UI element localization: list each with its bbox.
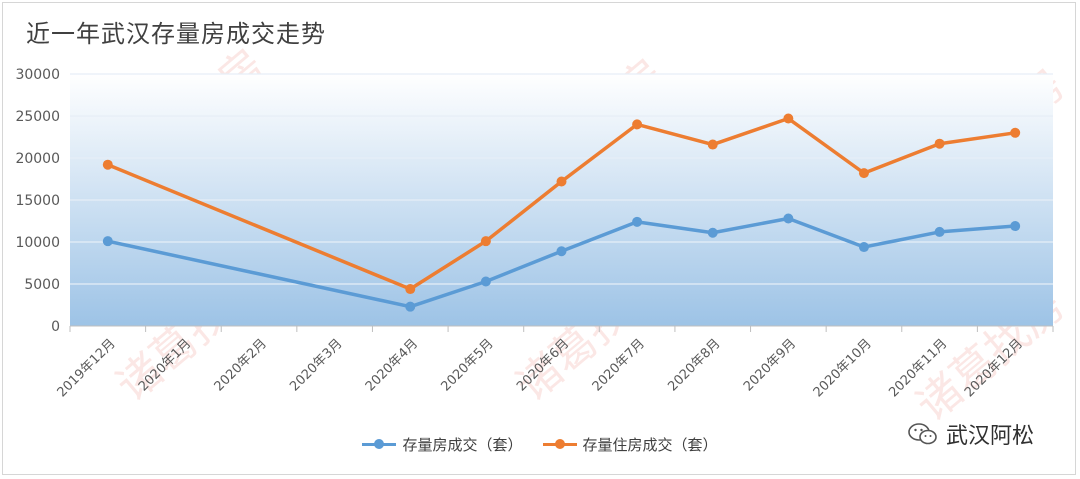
data-point-series-2	[934, 138, 945, 149]
data-point-series-2	[480, 236, 491, 247]
legend-label-series-2: 存量住房成交（套）	[582, 436, 718, 454]
x-tick-label: 2019年12月	[55, 336, 119, 400]
legend-label-series-1: 存量房成交（套）	[402, 436, 523, 454]
y-tick-label: 5000	[24, 277, 60, 293]
data-point-series-2	[556, 176, 567, 187]
x-tick-label: 2020年9月	[741, 336, 799, 394]
x-tick-label: 2020年3月	[287, 336, 345, 394]
y-tick-label: 25000	[15, 109, 60, 125]
series-line-1	[106, 216, 1017, 309]
y-tick-label: 0	[51, 319, 60, 335]
data-point-series-1	[556, 246, 567, 257]
data-point-series-2	[1010, 127, 1021, 138]
brand-name: 武汉阿松	[946, 424, 1035, 449]
x-tick-label: 2020年8月	[665, 336, 723, 394]
data-point-series-2	[405, 284, 416, 295]
data-point-series-1	[707, 227, 718, 238]
data-point-series-2	[783, 113, 794, 124]
data-point-series-1	[1010, 221, 1021, 232]
data-point-series-1	[480, 276, 491, 287]
x-tick-label: 2020年5月	[438, 336, 496, 394]
legend: 存量房成交（套） 存量住房成交（套）	[0, 434, 1080, 455]
wechat-icon	[908, 422, 938, 446]
chart-title: 近一年武汉存量房成交走势	[26, 20, 326, 48]
brand-badge: 武汉阿松	[908, 418, 1034, 450]
x-tick-label: 2020年2月	[212, 336, 270, 394]
data-point-series-1	[934, 226, 945, 237]
y-tick-label: 10000	[15, 235, 60, 251]
data-point-series-2	[632, 119, 643, 130]
y-tick-label: 30000	[15, 67, 60, 83]
data-point-series-1	[102, 236, 113, 247]
series-line-2	[106, 116, 1017, 291]
x-tick-label: 2020年12月	[962, 336, 1026, 400]
x-tick-label: 2020年4月	[363, 336, 421, 394]
x-tick-label: 2020年11月	[886, 336, 950, 400]
data-point-series-1	[858, 242, 869, 253]
y-tick-label: 15000	[15, 193, 60, 209]
legend-swatch-orange	[542, 439, 577, 449]
legend-item-series-1: 存量房成交（套）	[362, 434, 523, 455]
legend-swatch-blue	[362, 439, 397, 449]
data-point-series-1	[783, 213, 794, 224]
x-tick-label: 2020年6月	[514, 336, 572, 394]
data-point-series-1	[405, 301, 416, 312]
y-tick-label: 20000	[15, 151, 60, 167]
data-point-series-1	[632, 216, 643, 227]
legend-item-series-2: 存量住房成交（套）	[542, 434, 718, 455]
x-tick-label: 2020年7月	[590, 336, 648, 394]
x-tick-label: 2020年1月	[136, 336, 194, 394]
data-point-series-2	[858, 168, 869, 179]
data-point-series-2	[707, 139, 718, 150]
data-point-series-2	[102, 159, 113, 170]
x-tick-label: 2020年10月	[811, 336, 875, 400]
